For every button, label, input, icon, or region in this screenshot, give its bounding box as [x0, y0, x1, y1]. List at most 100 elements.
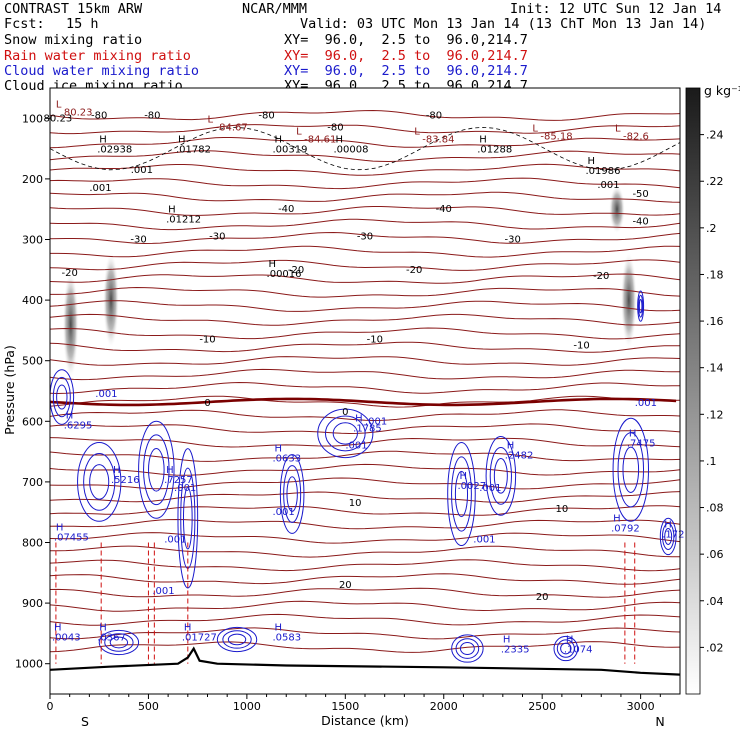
temperature-isotherm [50, 641, 680, 653]
high-marker: H [99, 622, 107, 633]
high-value: .02938 [97, 145, 132, 156]
cloud-water-contour [485, 435, 517, 516]
chart-title: CONTRAST 15km ARW [4, 1, 143, 17]
high-value: .00319 [272, 145, 307, 156]
high-marker: H [274, 135, 282, 146]
colorbar-tick-label: .12 [706, 408, 724, 421]
cloud-water-contour [556, 639, 575, 658]
temperature-label: 10 [556, 504, 569, 515]
cloud-water-contour [143, 434, 170, 506]
colorbar: .02 .04 .06 .08 .1 .12 .14 .16 .18 .2 .22 .24 [685, 87, 724, 695]
temperature-isotherm [50, 381, 680, 395]
cloud-water-contour [451, 456, 472, 532]
cloud-water-label: .001 [95, 389, 117, 400]
high-marker: H [629, 429, 637, 440]
cloud-water-contour [227, 633, 247, 646]
low-marker: L [296, 127, 302, 138]
high-value: .01288 [477, 145, 512, 156]
cloud-water-label: .001 [473, 535, 495, 546]
cloud-water-contour [332, 422, 358, 445]
high-value: .01782 [176, 145, 211, 156]
freezing-level-line [50, 397, 677, 407]
high-marker: H [66, 410, 74, 421]
low-marker: L [532, 124, 538, 135]
temperature-isotherm [50, 137, 680, 149]
low-value: -84.61 [304, 135, 336, 146]
high-value: .172 [662, 529, 684, 540]
low-value: 80.23 [64, 107, 93, 118]
colorbar-unit: g kg⁻¹ [704, 83, 740, 98]
temperature-isotherm [50, 231, 680, 245]
temperature-label: -20 [406, 265, 422, 276]
high-marker: H [355, 413, 363, 424]
temperature-isotherm [50, 463, 680, 476]
high-marker: H [178, 135, 186, 146]
field-xy-snow: XY= 96.0, 2.5 to 96.0,214.7 [284, 32, 528, 48]
low-value: -82.6 [623, 132, 649, 143]
temperature-isotherm [50, 191, 680, 203]
colorbar-tick-label: .2 [706, 222, 717, 235]
cloud-water-label: .001 [89, 183, 111, 194]
temperature-isotherm [50, 627, 680, 640]
temperature-label: 80.23 [44, 113, 73, 124]
cloud-water-contour [553, 635, 579, 662]
temperature-isotherm [50, 259, 680, 271]
high-marker: H [664, 519, 672, 530]
temperature-label: -20 [62, 268, 78, 279]
temperature-label: -40 [278, 204, 294, 215]
temperature-isotherm [50, 273, 680, 284]
high-value: .6295 [64, 420, 93, 431]
high-marker: H [168, 204, 176, 215]
temperature-label: -40 [632, 216, 648, 227]
temperature-isotherm [50, 505, 680, 516]
temperature-isotherm [50, 163, 680, 176]
x-axis-label: Distance (km) [321, 713, 409, 728]
temperature-isotherm [50, 613, 680, 626]
colorbar-tick-label: .1 [706, 455, 717, 468]
snow-column-0 [62, 269, 79, 379]
low-marker: L [615, 124, 621, 135]
low-value: -83.84 [422, 135, 454, 146]
y-tick-label: 900 [22, 597, 43, 610]
temperature-isotherm [50, 545, 680, 558]
high-marker: H [479, 135, 487, 146]
colorbar-tick-label: .16 [706, 315, 724, 328]
cloud-water-contour [83, 453, 116, 511]
temperature-label: -10 [199, 335, 215, 346]
field-name-snow: Snow mixing ratio [4, 32, 143, 48]
temperature-label: -80 [327, 122, 343, 133]
cloud-water-contours [50, 290, 677, 664]
colorbar-tick-label: .06 [706, 548, 724, 561]
cloud-water-contour [637, 294, 644, 318]
cloud-water-contour [664, 527, 673, 545]
field-xy-cloud-water: XY= 96.0, 2.5 to 96.0,214.7 [284, 63, 528, 79]
terrain-line [50, 646, 680, 676]
temperature-label: -40 [436, 204, 452, 215]
temperature-label: 10 [349, 498, 362, 509]
cloud-water-contour [109, 636, 129, 649]
temperature-isotherm [50, 518, 680, 530]
y-tick-label: 500 [22, 355, 43, 368]
high-value: .07455 [54, 532, 89, 543]
field-name-cloud-water: Cloud water mixing ratio [4, 63, 200, 79]
temperature-isotherm [50, 559, 680, 572]
temperature-isotherm [50, 477, 680, 490]
cloud-water-label: .001 [345, 441, 367, 452]
high-value: .0633 [272, 454, 301, 465]
fcst-value: 15 h [66, 16, 99, 32]
temperature-isotherm [50, 450, 680, 462]
low-marker: L [208, 114, 214, 125]
high-value: .00008 [333, 145, 368, 156]
cloud-water-contour [222, 630, 252, 649]
high-marker: H [56, 522, 64, 533]
y-tick-label: 1000 [15, 658, 43, 671]
colorbar-tick-label: .18 [706, 268, 724, 281]
snow-column-2 [620, 251, 637, 349]
temperature-isotherm [50, 341, 680, 353]
temperature-isotherm [50, 409, 680, 422]
high-marker: H [274, 622, 282, 633]
y-tick-label: 400 [22, 294, 43, 307]
x-tick-label: 2000 [430, 700, 458, 713]
temperature-label: 20 [339, 580, 352, 591]
temperature-isotherm [50, 395, 680, 408]
